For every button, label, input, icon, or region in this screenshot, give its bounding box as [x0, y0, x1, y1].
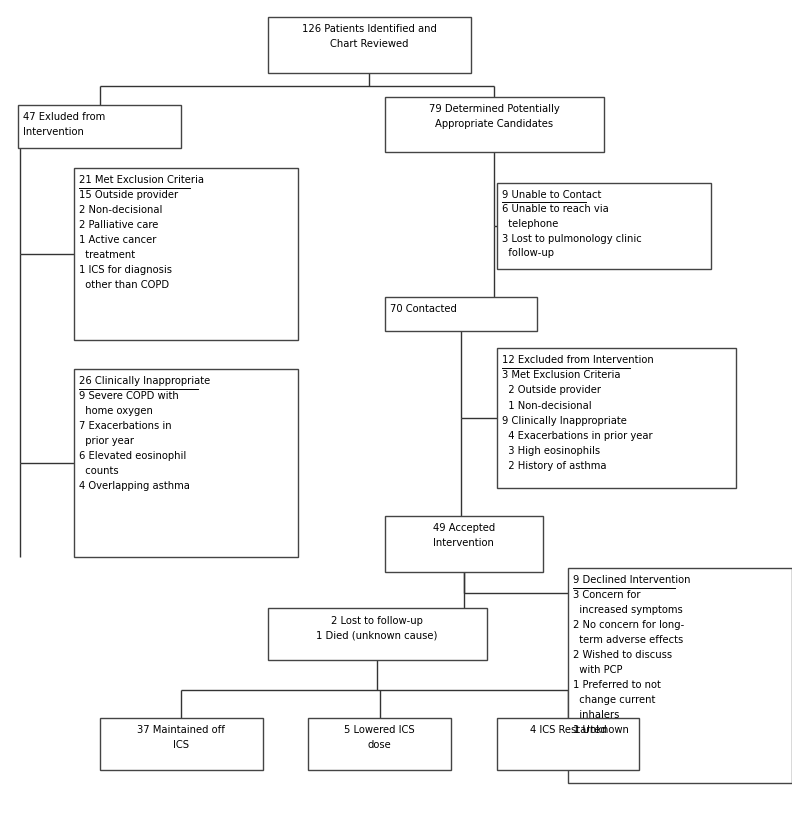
Text: 4 Overlapping asthma: 4 Overlapping asthma [79, 481, 190, 491]
Text: 2 No concern for long-: 2 No concern for long- [573, 620, 684, 630]
Text: counts: counts [79, 466, 119, 476]
Text: 4 ICS Restarted: 4 ICS Restarted [530, 726, 606, 736]
Text: with PCP: with PCP [573, 665, 622, 675]
Text: 1 Non-decisional: 1 Non-decisional [502, 400, 591, 410]
Text: 15 Outside provider: 15 Outside provider [79, 190, 178, 200]
Text: 4 Exacerbations in prior year: 4 Exacerbations in prior year [502, 430, 653, 440]
Text: 79 Determined Potentially: 79 Determined Potentially [429, 103, 559, 113]
Text: Appropriate Candidates: Appropriate Candidates [435, 118, 554, 128]
Text: 9 Unable to Contact: 9 Unable to Contact [502, 190, 601, 199]
Text: 9 Severe COPD with: 9 Severe COPD with [79, 391, 179, 401]
FancyBboxPatch shape [74, 369, 298, 557]
FancyBboxPatch shape [497, 718, 639, 770]
Text: 2 Outside provider: 2 Outside provider [502, 385, 601, 395]
Text: 47 Exluded from: 47 Exluded from [23, 113, 106, 123]
Text: 126 Patients Identified and: 126 Patients Identified and [302, 24, 437, 34]
Text: prior year: prior year [79, 436, 134, 446]
Text: 1 Active cancer: 1 Active cancer [79, 235, 157, 245]
Text: treatment: treatment [79, 250, 135, 260]
Text: dose: dose [368, 741, 391, 751]
FancyBboxPatch shape [385, 516, 542, 572]
Text: 49 Accepted: 49 Accepted [433, 523, 494, 533]
Text: 3 Lost to pulmonology clinic: 3 Lost to pulmonology clinic [502, 234, 642, 244]
Text: inhalers: inhalers [573, 711, 619, 721]
FancyBboxPatch shape [385, 97, 604, 153]
Text: telephone: telephone [502, 219, 558, 229]
Text: 9 Declined Intervention: 9 Declined Intervention [573, 575, 690, 585]
Text: 1 Preferred to not: 1 Preferred to not [573, 681, 661, 691]
FancyBboxPatch shape [74, 168, 298, 339]
Text: 3 High eosinophils: 3 High eosinophils [502, 445, 600, 455]
Text: 26 Clinically Inappropriate: 26 Clinically Inappropriate [79, 376, 210, 386]
FancyBboxPatch shape [268, 17, 471, 73]
Text: follow-up: follow-up [502, 249, 554, 259]
Text: 21 Met Exclusion Criteria: 21 Met Exclusion Criteria [79, 174, 204, 184]
Text: Chart Reviewed: Chart Reviewed [330, 39, 409, 49]
Text: 70 Contacted: 70 Contacted [390, 304, 457, 314]
Text: home oxygen: home oxygen [79, 406, 153, 416]
Text: 1 Unknown: 1 Unknown [573, 726, 629, 736]
Text: 7 Exacerbations in: 7 Exacerbations in [79, 421, 172, 431]
FancyBboxPatch shape [100, 718, 262, 770]
Text: term adverse effects: term adverse effects [573, 635, 683, 645]
FancyBboxPatch shape [308, 718, 451, 770]
Text: 6 Unable to reach via: 6 Unable to reach via [502, 204, 609, 214]
Text: Intervention: Intervention [433, 538, 494, 548]
Text: 37 Maintained off: 37 Maintained off [137, 726, 225, 736]
Text: 9 Clinically Inappropriate: 9 Clinically Inappropriate [502, 415, 626, 425]
Text: 12 Excluded from Intervention: 12 Excluded from Intervention [502, 355, 654, 365]
Text: 5 Lowered ICS: 5 Lowered ICS [344, 726, 415, 736]
FancyBboxPatch shape [497, 348, 736, 488]
Text: Intervention: Intervention [23, 128, 84, 138]
Text: 2 History of asthma: 2 History of asthma [502, 460, 606, 470]
FancyBboxPatch shape [18, 105, 181, 148]
FancyBboxPatch shape [497, 183, 710, 269]
FancyBboxPatch shape [568, 568, 792, 782]
Text: 2 Non-decisional: 2 Non-decisional [79, 205, 162, 215]
Text: ICS: ICS [173, 741, 189, 751]
FancyBboxPatch shape [268, 609, 486, 660]
Text: 1 Died (unknown cause): 1 Died (unknown cause) [317, 631, 438, 641]
Text: 2 Palliative care: 2 Palliative care [79, 220, 158, 230]
Text: 1 ICS for diagnosis: 1 ICS for diagnosis [79, 265, 172, 275]
Text: 6 Elevated eosinophil: 6 Elevated eosinophil [79, 451, 186, 461]
Text: other than COPD: other than COPD [79, 280, 170, 290]
Text: 3 Concern for: 3 Concern for [573, 590, 641, 600]
Text: change current: change current [573, 696, 655, 706]
FancyBboxPatch shape [385, 297, 538, 331]
Text: increased symptoms: increased symptoms [573, 605, 683, 615]
Text: 2 Wished to discuss: 2 Wished to discuss [573, 650, 672, 660]
Text: 3 Met Exclusion Criteria: 3 Met Exclusion Criteria [502, 370, 620, 380]
Text: 2 Lost to follow-up: 2 Lost to follow-up [331, 615, 423, 626]
